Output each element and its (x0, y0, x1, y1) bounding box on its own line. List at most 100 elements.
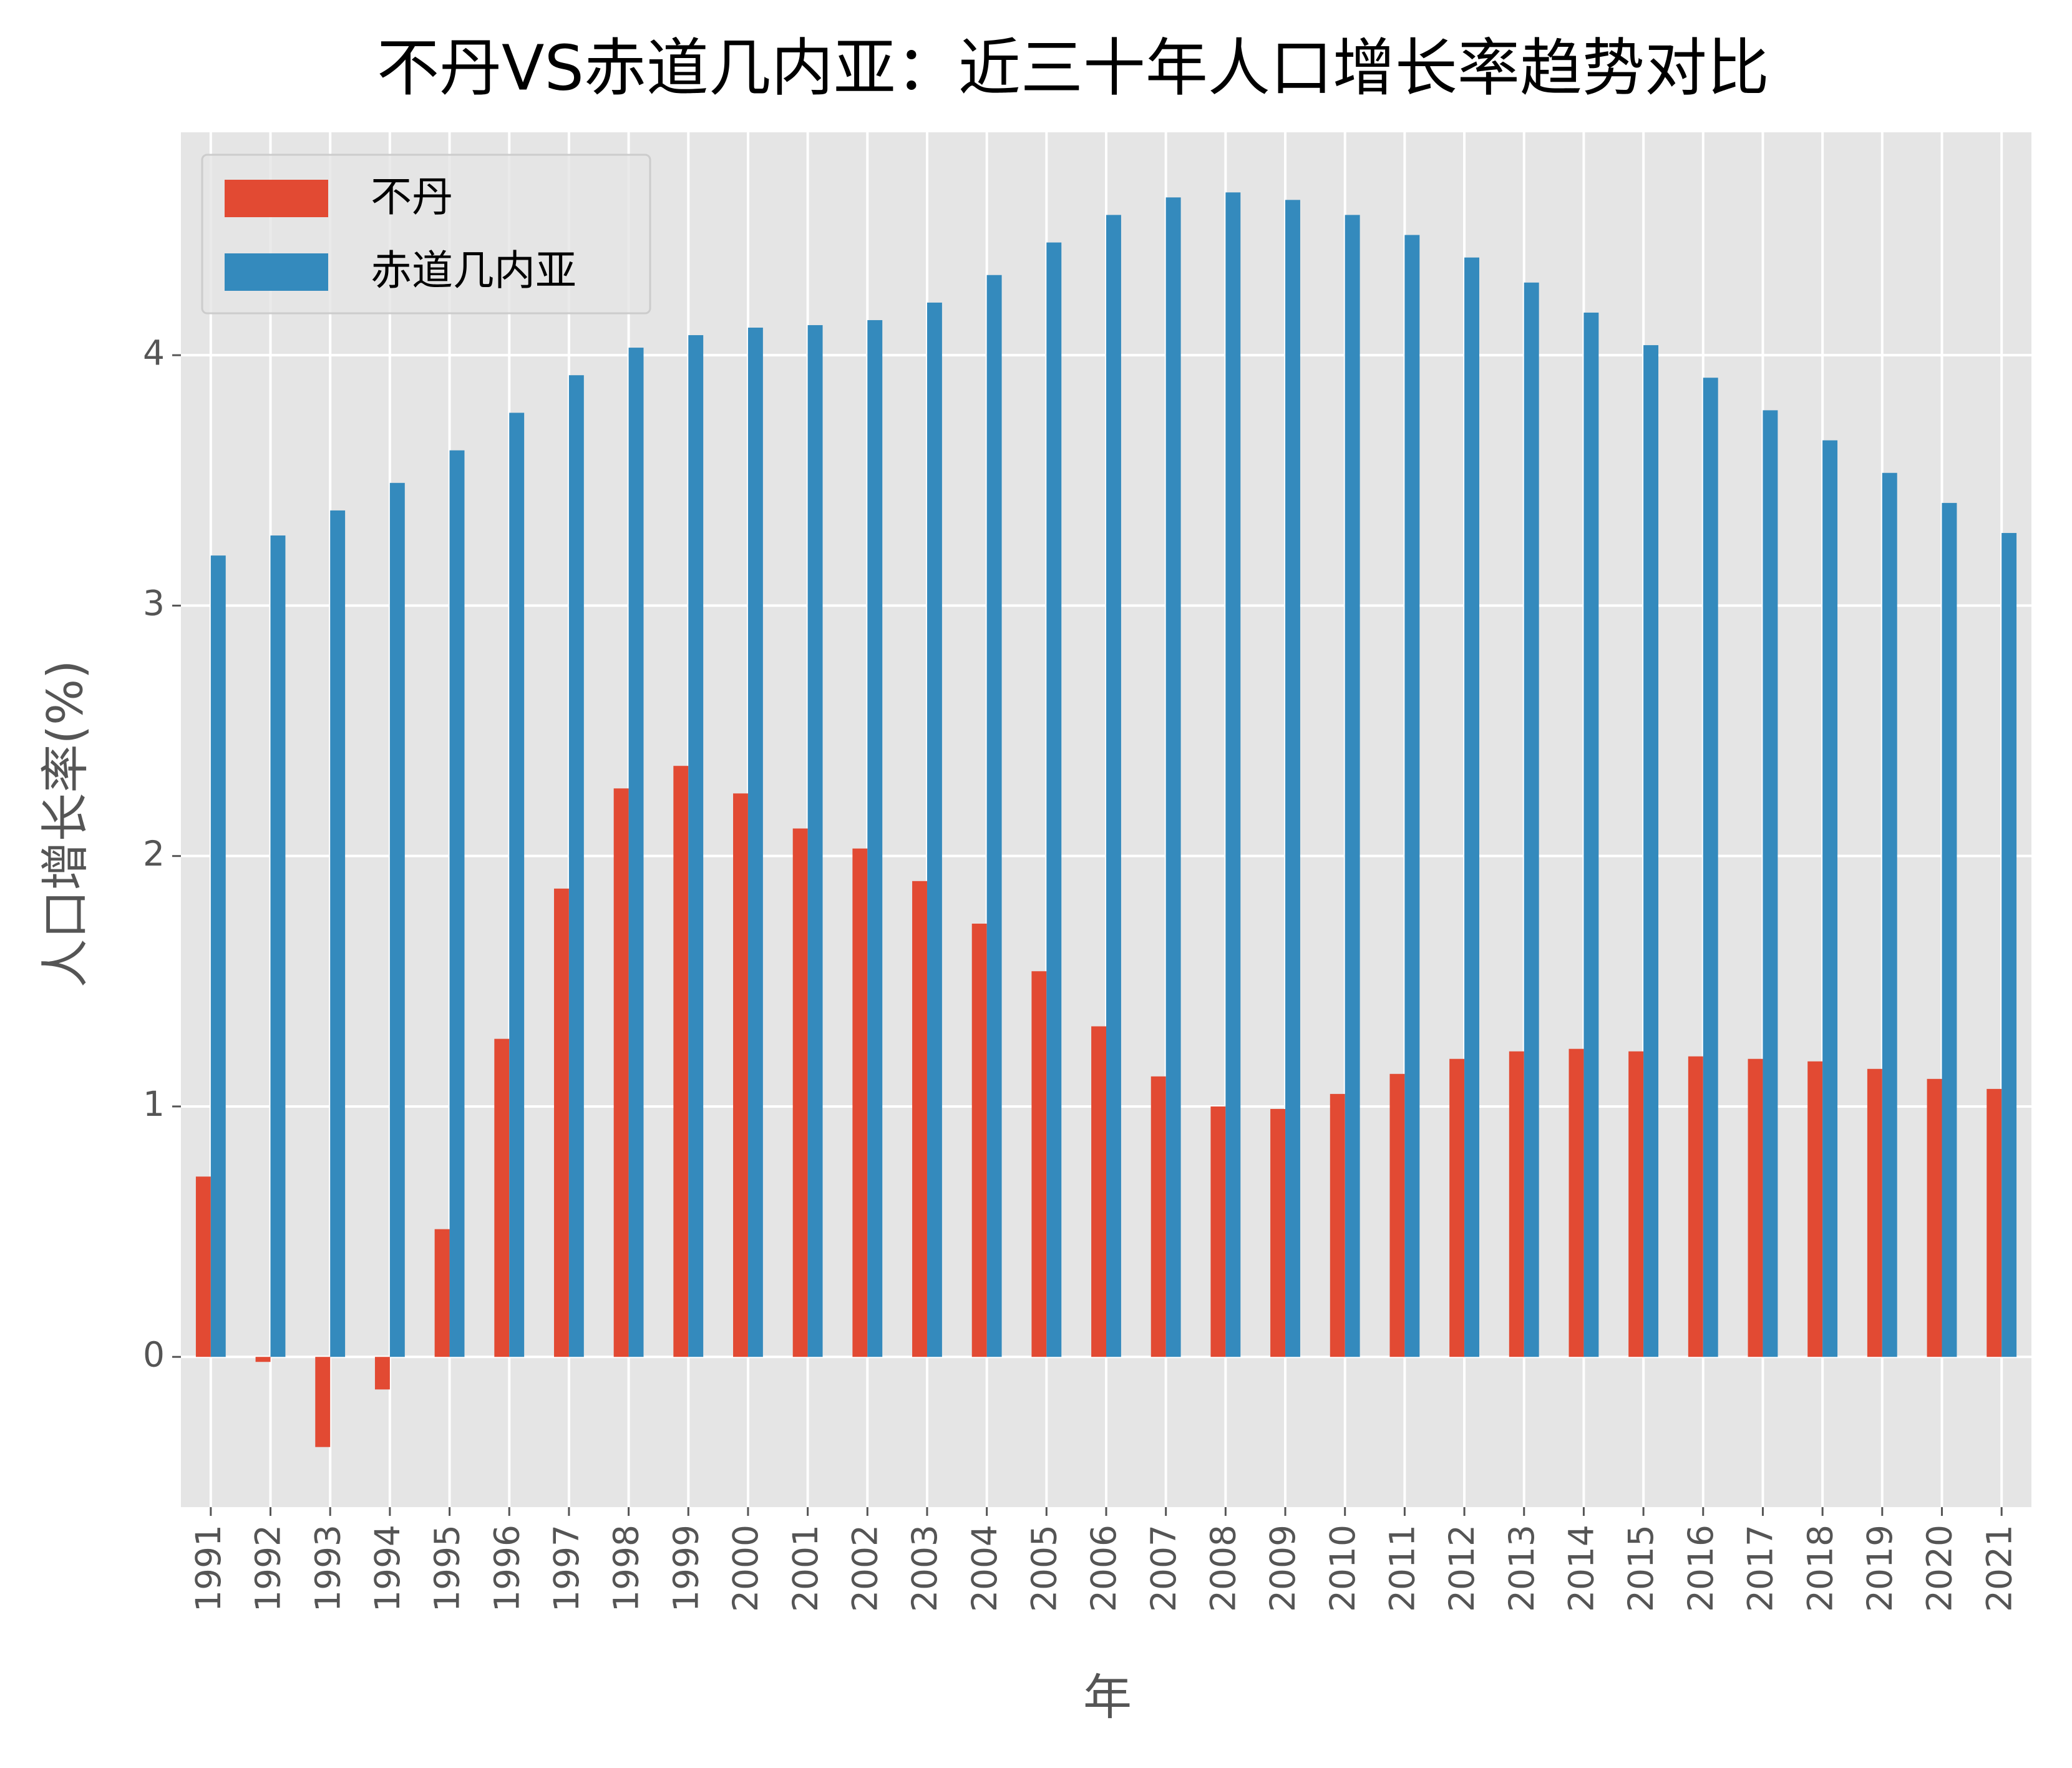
x-tick-label: 2014 (1562, 1525, 1602, 1612)
bar (374, 1357, 390, 1390)
bar (2001, 533, 2017, 1357)
y-tick-label: 4 (143, 333, 165, 373)
x-tick-label: 1997 (547, 1525, 586, 1612)
x-tick-label: 2011 (1383, 1525, 1423, 1612)
bar (1987, 1088, 2002, 1357)
bar (434, 1229, 450, 1357)
bar (1703, 378, 1718, 1357)
legend-label: 赤道几内亚 (371, 247, 576, 295)
y-tick-label: 1 (143, 1084, 165, 1124)
bar (1763, 410, 1778, 1357)
x-tick-label: 2015 (1621, 1525, 1661, 1612)
legend-swatch (225, 253, 328, 291)
bar (1046, 242, 1062, 1357)
bar (1404, 235, 1420, 1357)
x-tick-label: 1996 (487, 1525, 527, 1612)
bar (1583, 312, 1599, 1357)
bar (1509, 1051, 1524, 1357)
x-tick-label: 1999 (666, 1525, 706, 1612)
x-tick-label: 1992 (248, 1525, 288, 1612)
x-tick-label: 2021 (1979, 1525, 2019, 1612)
bar (389, 482, 405, 1357)
x-tick-label: 1991 (188, 1525, 228, 1612)
x-tick-label: 2004 (965, 1525, 1004, 1612)
x-tick-label: 2001 (786, 1525, 825, 1612)
x-tick-label: 2017 (1741, 1525, 1781, 1612)
bar (927, 302, 942, 1357)
bar (1569, 1048, 1584, 1357)
x-tick-label: 2005 (1024, 1525, 1064, 1612)
bar (1449, 1058, 1465, 1357)
x-tick-label: 2006 (1084, 1525, 1124, 1612)
bar (1345, 215, 1360, 1357)
bar (733, 793, 748, 1357)
bar (1822, 440, 1838, 1357)
bar (1628, 1051, 1644, 1357)
bar (1330, 1093, 1345, 1357)
bar (1091, 1026, 1106, 1357)
y-tick-label: 3 (143, 584, 165, 623)
bar (852, 848, 868, 1357)
bar (1867, 1068, 1882, 1357)
bar (986, 275, 1002, 1357)
bar (1927, 1078, 1942, 1357)
x-tick-label: 2003 (905, 1525, 945, 1612)
x-tick-label: 2012 (1442, 1525, 1482, 1612)
bar (867, 320, 883, 1357)
x-tick-label: 2018 (1800, 1525, 1840, 1612)
bar (1942, 502, 1957, 1357)
bar (628, 348, 644, 1357)
y-tick-label: 2 (143, 834, 165, 874)
x-tick-label: 2016 (1681, 1525, 1721, 1612)
bar (1210, 1106, 1226, 1357)
bar (792, 828, 808, 1357)
bar (673, 766, 689, 1357)
chart-title: 不丹VS赤道几内亚：近三十年人口增长率趋势对比 (377, 31, 1769, 104)
y-tick-label: 0 (143, 1334, 165, 1374)
bar (807, 325, 823, 1357)
x-tick-label: 2010 (1323, 1525, 1363, 1612)
bar (1807, 1061, 1823, 1357)
bar (1270, 1108, 1286, 1357)
bar (912, 881, 927, 1357)
x-tick-label: 2007 (1144, 1525, 1184, 1612)
x-tick-label: 2002 (845, 1525, 885, 1612)
legend-label: 不丹 (371, 173, 453, 221)
bar (330, 510, 346, 1357)
bar (1688, 1056, 1703, 1357)
bar (1882, 472, 1897, 1357)
x-tick-label: 2020 (1920, 1525, 1960, 1612)
bar (1524, 282, 1539, 1357)
bar (1165, 197, 1181, 1357)
bar (1225, 192, 1241, 1357)
x-axis-label: 年 (1083, 1669, 1132, 1726)
x-tick-label: 2009 (1263, 1525, 1303, 1612)
bar (1643, 345, 1659, 1357)
x-tick-label: 1993 (308, 1525, 348, 1612)
x-tick-label: 2000 (726, 1525, 766, 1612)
bar (1464, 257, 1479, 1357)
bar (1285, 200, 1300, 1357)
x-tick-label: 1995 (427, 1525, 467, 1612)
bar (1150, 1076, 1166, 1357)
x-tick-label: 1998 (606, 1525, 646, 1612)
x-tick-label: 2008 (1203, 1525, 1243, 1612)
legend-swatch (225, 180, 328, 217)
x-tick-label: 2013 (1502, 1525, 1542, 1612)
y-axis-label: 人口增长率(%) (37, 660, 94, 988)
bar (1106, 215, 1121, 1357)
bar (1031, 971, 1047, 1357)
bar (494, 1038, 510, 1357)
bar (1389, 1073, 1405, 1357)
bar (568, 375, 584, 1357)
x-tick-label: 1994 (367, 1525, 407, 1612)
bar (270, 535, 286, 1357)
bar (449, 450, 465, 1357)
bar (688, 335, 704, 1357)
bar (509, 413, 525, 1357)
bar (971, 924, 987, 1357)
x-tick-label: 2019 (1860, 1525, 1900, 1612)
bar (747, 327, 763, 1357)
